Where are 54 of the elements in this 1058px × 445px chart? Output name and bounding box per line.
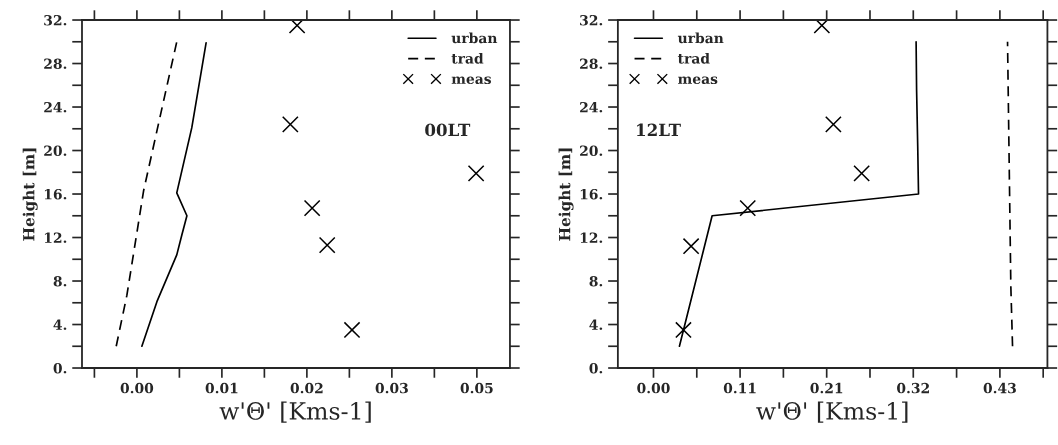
annotation: 00LT [425, 123, 471, 137]
y-tick-label: 4. [53, 319, 67, 330]
point [824, 116, 842, 133]
legend-label: trad [451, 52, 484, 64]
y-tick-label: 32. [44, 14, 67, 26]
point [675, 321, 692, 339]
y-tick-label: 20. [580, 145, 603, 156]
y-axis-title: Height [m] [558, 148, 574, 241]
x-tick-label: 0.01 [205, 382, 238, 394]
x-tick-label: 0.05 [460, 382, 493, 394]
y-tick-label: 20. [44, 145, 67, 156]
y-tick-label: 0. [589, 362, 603, 374]
y-tick-label: 8. [53, 275, 67, 287]
annotation: 12LT [637, 123, 681, 136]
line-series [115, 40, 178, 348]
x-axis-title: w'Θ' [Kms-1] [756, 401, 908, 423]
point [288, 20, 306, 34]
x-tick-label: 0.21 [810, 382, 843, 394]
legend-label: trad [677, 52, 710, 64]
y-tick-label: 16. [44, 188, 67, 200]
x-tick-label: 0.00 [120, 382, 154, 394]
point [853, 164, 871, 182]
x-axis-title: w'Θ' [Kms-1] [219, 401, 371, 423]
point [318, 236, 336, 254]
x-tick-label: 0.43 [983, 382, 1016, 394]
point [303, 199, 321, 217]
point [343, 321, 361, 339]
y-tick-label: 12. [580, 232, 603, 243]
x-tick-label: 0.32 [897, 382, 929, 394]
y-tick-label: 8. [589, 275, 603, 287]
y-tick-label: 32. [580, 14, 603, 26]
y-tick-label: 16. [580, 188, 603, 200]
point [813, 20, 831, 34]
y-tick-label: 24. [580, 101, 603, 113]
point [467, 164, 485, 182]
point [682, 237, 700, 255]
y-axis-title: Height [m] [22, 148, 38, 241]
x-tick-label: 0.11 [723, 382, 756, 394]
y-tick-label: 28. [44, 58, 67, 69]
y-tick-label: 0. [53, 362, 67, 374]
legend-label: meas [678, 76, 718, 85]
legend-label: meas [451, 76, 492, 85]
y-tick-label: 28. [580, 58, 603, 69]
y-tick-label: 24. [44, 101, 67, 113]
x-tick-label: 0.02 [290, 382, 323, 394]
point [281, 116, 299, 133]
legend-label: urban [451, 32, 498, 44]
y-tick-label: 12. [44, 232, 67, 243]
y-tick-label: 4. [589, 319, 603, 330]
x-tick-label: 0.00 [637, 382, 670, 394]
point [739, 199, 757, 217]
legend-label: urban [677, 32, 724, 44]
line-series [141, 42, 207, 348]
x-tick-label: 0.03 [375, 382, 408, 394]
